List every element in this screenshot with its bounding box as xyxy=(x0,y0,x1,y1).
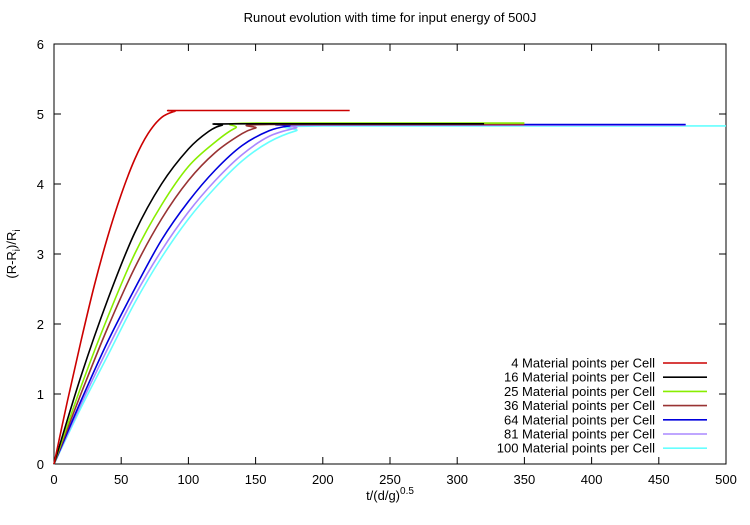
x-tick-label: 400 xyxy=(581,472,603,487)
x-axis-label-base: t/(d/g) xyxy=(366,488,400,503)
x-tick-label: 200 xyxy=(312,472,334,487)
series-lines xyxy=(53,109,726,465)
series-line-3 xyxy=(53,122,525,465)
y-tick-label: 4 xyxy=(37,177,44,192)
x-tick-label: 0 xyxy=(50,472,57,487)
axis-ticks: 0 50 100 150 200 250 300 350 400 450 500 0 1 2 3 4 5 6 xyxy=(37,37,737,487)
y-tick-label: 5 xyxy=(37,107,44,122)
series-line-4 xyxy=(53,123,525,465)
y-tick-label: 6 xyxy=(37,37,44,52)
x-axis-label-exponent: 0.5 xyxy=(400,486,414,497)
legend-label-5: 64 Material points per Cell xyxy=(504,412,655,427)
legend-label-2: 16 Material points per Cell xyxy=(504,370,655,385)
x-tick-label: 450 xyxy=(648,472,670,487)
y-tick-label: 1 xyxy=(37,387,44,402)
legend-label-4: 36 Material points per Cell xyxy=(504,398,655,413)
chart-title: Runout evolution with time for input ene… xyxy=(244,10,537,25)
legend-label-1: 4 Material points per Cell xyxy=(511,356,655,371)
legend-label-6: 81 Material points per Cell xyxy=(504,427,655,442)
x-tick-label: 350 xyxy=(514,472,536,487)
y-axis-label-sub2: i xyxy=(12,229,23,231)
series-line-1 xyxy=(53,109,350,465)
x-tick-label: 150 xyxy=(245,472,267,487)
x-tick-label: 500 xyxy=(715,472,737,487)
x-tick-label: 100 xyxy=(178,472,200,487)
y-axis-label-sub1: i xyxy=(12,249,23,251)
x-tick-label: 300 xyxy=(446,472,468,487)
y-axis-label-part1: (R-R xyxy=(4,251,19,278)
y-axis-label: (R-Ri)/Ri xyxy=(4,229,23,278)
y-tick-label: 3 xyxy=(37,247,44,262)
y-tick-label: 0 xyxy=(37,457,44,472)
legend-label-3: 25 Material points per Cell xyxy=(504,384,655,399)
x-axis-label: t/(d/g)0.5 xyxy=(366,486,414,503)
series-line-2 xyxy=(53,122,485,465)
x-tick-label: 50 xyxy=(114,472,128,487)
y-axis-label-part2: )/R xyxy=(4,232,19,249)
y-tick-label: 2 xyxy=(37,317,44,332)
legend-label-7: 100 Material points per Cell xyxy=(497,441,655,456)
x-tick-label: 250 xyxy=(379,472,401,487)
